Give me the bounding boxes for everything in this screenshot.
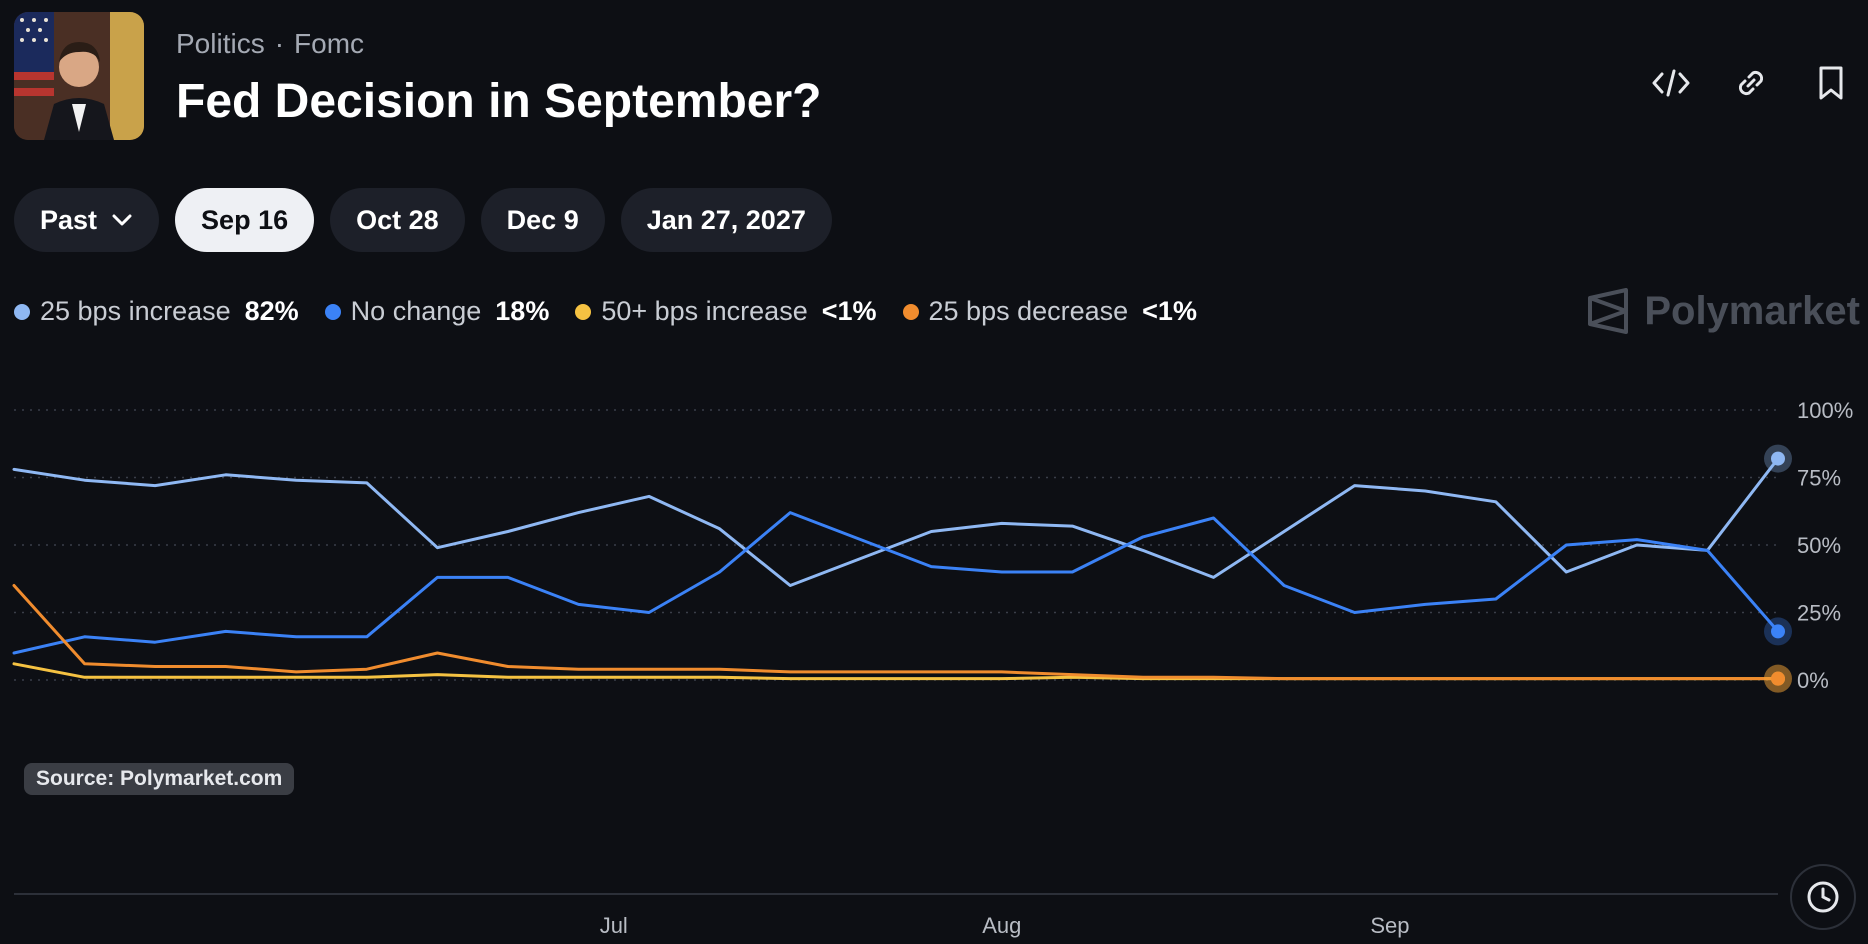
legend-item[interactable]: 50+ bps increase <1% bbox=[575, 296, 877, 327]
embed-icon[interactable] bbox=[1648, 60, 1694, 106]
tab-jan-27-2027[interactable]: Jan 27, 2027 bbox=[620, 188, 832, 252]
endpoint-marker[interactable] bbox=[1771, 451, 1785, 466]
endpoint-marker[interactable] bbox=[1771, 671, 1785, 686]
legend-value: <1% bbox=[821, 296, 877, 326]
clock-icon bbox=[1807, 881, 1839, 913]
market-header: Politics · Fomc Fed Decision in September? bbox=[14, 12, 1854, 142]
breadcrumb: Politics · Fomc bbox=[176, 28, 365, 59]
link-icon[interactable] bbox=[1728, 60, 1774, 106]
y-tick-label: 50% bbox=[1797, 533, 1841, 558]
legend-name: 50+ bps increase bbox=[601, 296, 808, 326]
brand-name: Polymarket bbox=[1644, 288, 1860, 333]
legend-name: 25 bps increase bbox=[40, 296, 231, 326]
y-tick-label: 75% bbox=[1797, 466, 1841, 491]
legend-swatch bbox=[324, 303, 341, 320]
tab-oct-28[interactable]: Oct 28 bbox=[330, 188, 465, 252]
legend-swatch bbox=[902, 303, 919, 320]
page-title: Fed Decision in September? bbox=[176, 75, 822, 128]
x-tick-label: Aug bbox=[982, 913, 1021, 938]
legend-item[interactable]: No change 18% bbox=[324, 296, 550, 327]
probability-chart: 0% 25% 50% 75% 100% Jul Aug Sep bbox=[12, 398, 1853, 938]
legend-value: <1% bbox=[1142, 296, 1197, 326]
legend-swatch bbox=[14, 303, 30, 320]
x-tick-label: Sep bbox=[1370, 913, 1409, 938]
y-tick-label: 0% bbox=[1797, 668, 1829, 693]
legend-swatch bbox=[575, 303, 592, 320]
breadcrumb-category[interactable]: Politics bbox=[176, 28, 265, 59]
tab-sep-16[interactable]: Sep 16 bbox=[175, 188, 315, 252]
tab-dec-9[interactable]: Dec 9 bbox=[480, 188, 605, 252]
chart-legend: 25 bps increase 82% No change 18% 50+ bp… bbox=[14, 296, 1197, 327]
y-tick-label: 100% bbox=[1797, 398, 1853, 423]
legend-name: No change bbox=[350, 296, 482, 326]
legend-value: 18% bbox=[495, 296, 550, 326]
legend-name: 25 bps decrease bbox=[928, 296, 1129, 326]
source-label: Source: Polymarket.com bbox=[24, 763, 295, 795]
legend-item[interactable]: 25 bps decrease <1% bbox=[902, 296, 1197, 327]
legend-item[interactable]: 25 bps increase 82% bbox=[14, 296, 299, 327]
tab-past[interactable]: Past bbox=[14, 188, 160, 252]
market-thumbnail bbox=[14, 12, 144, 140]
polymarket-logo-icon bbox=[1588, 288, 1629, 334]
x-tick-label: Jul bbox=[600, 913, 628, 938]
date-tabs: Past Sep 16 Oct 28 Dec 9 Jan 27, 2027 bbox=[14, 188, 832, 252]
time-range-button[interactable] bbox=[1790, 864, 1856, 930]
endpoint-marker[interactable] bbox=[1771, 624, 1785, 639]
breadcrumb-subcategory[interactable]: Fomc bbox=[294, 28, 365, 59]
chevron-down-icon bbox=[111, 213, 133, 227]
legend-value: 82% bbox=[244, 296, 299, 326]
y-tick-label: 25% bbox=[1797, 601, 1841, 626]
header-actions bbox=[1648, 60, 1854, 106]
bookmark-icon[interactable] bbox=[1808, 60, 1854, 106]
tab-label: Past bbox=[40, 204, 98, 235]
series-line bbox=[12, 511, 1780, 655]
polymarket-watermark: Polymarket bbox=[1586, 288, 1860, 334]
series-line bbox=[12, 457, 1780, 587]
series-line bbox=[12, 584, 1780, 681]
